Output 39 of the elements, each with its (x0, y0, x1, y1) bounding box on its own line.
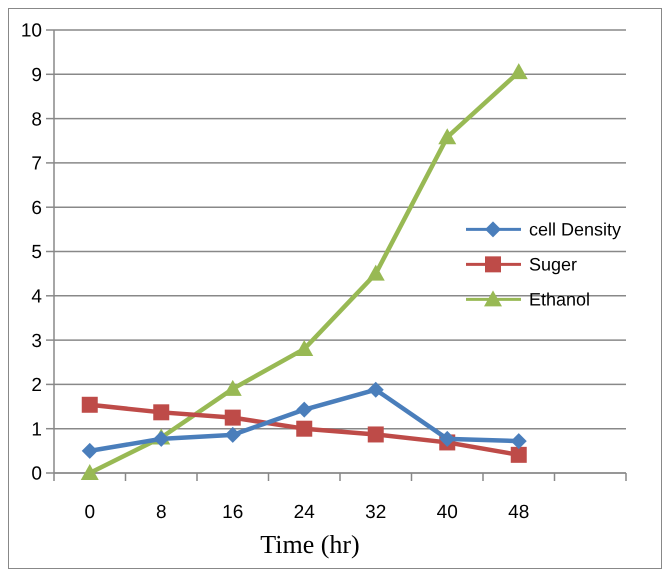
point (368, 382, 384, 398)
point (296, 402, 312, 418)
x-tick-label: 0 (84, 502, 96, 523)
point (438, 128, 456, 144)
point (153, 404, 170, 420)
point (439, 430, 456, 447)
y-tick-label: 9 (31, 64, 42, 86)
x-tick-label: 40 (436, 502, 458, 523)
y-tick-label: 5 (31, 242, 42, 264)
y-tick-label: 0 (31, 464, 42, 485)
y-tick-label: 10 (20, 20, 42, 42)
point (368, 426, 384, 442)
y-tick-label: 4 (31, 286, 42, 308)
x-tick-label: 32 (365, 502, 386, 523)
point (82, 442, 98, 459)
legend-label: Suger (529, 254, 578, 275)
point (295, 340, 314, 356)
point (510, 446, 527, 463)
point (224, 410, 241, 426)
y-tick-label: 8 (31, 109, 42, 130)
x-tick-label: 48 (508, 502, 530, 523)
x-tick-label: 24 (294, 502, 316, 523)
point (510, 63, 528, 80)
y-tick-label: 2 (31, 375, 42, 396)
legend-label: Ethanol (529, 290, 590, 310)
x-tick-label: 16 (222, 502, 244, 523)
y-tick-label: 6 (31, 198, 42, 219)
y-tick-label: 1 (31, 419, 42, 440)
point (80, 464, 99, 480)
x-axis-title: Time (hr) (260, 530, 360, 559)
point (510, 433, 527, 450)
legend-label: cell Density (529, 220, 622, 240)
point (366, 264, 385, 281)
point (82, 396, 98, 413)
point (224, 426, 241, 443)
y-tick-label: 3 (31, 330, 42, 352)
x-tick-label: 8 (156, 502, 167, 523)
point (296, 420, 312, 437)
y-tick-label: 7 (31, 154, 42, 175)
